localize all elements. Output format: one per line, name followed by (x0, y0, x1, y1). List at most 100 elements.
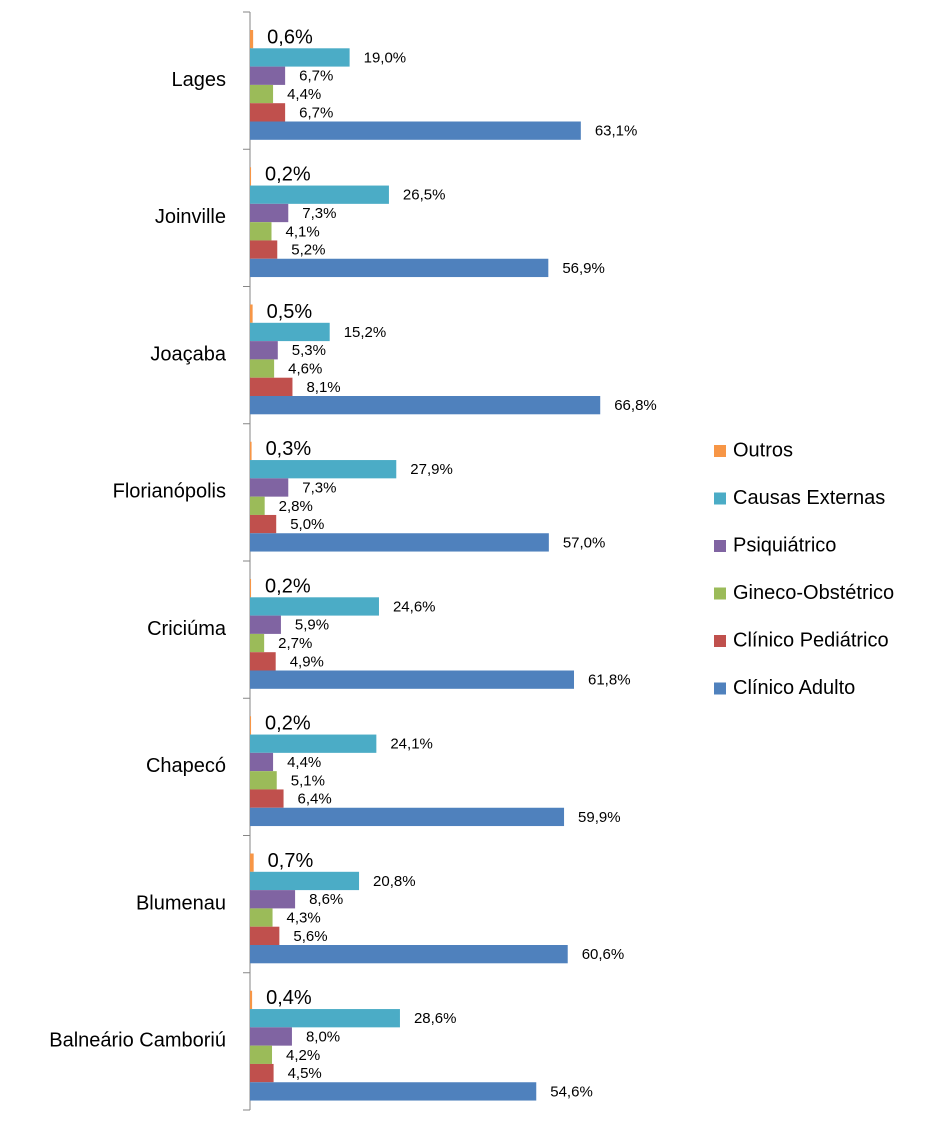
bar (250, 121, 581, 140)
bar (250, 222, 272, 241)
bar (250, 945, 568, 964)
value-label: 0,4% (266, 987, 312, 1009)
value-label: 4,4% (287, 86, 321, 103)
bar (250, 789, 284, 808)
value-label: 0,2% (265, 164, 311, 186)
category-label: Lages (172, 69, 227, 91)
value-label: 8,1% (306, 379, 340, 396)
bar (250, 807, 565, 827)
value-label: 26,5% (403, 187, 446, 204)
bar (250, 377, 293, 396)
bar (250, 734, 377, 753)
category-label: Blumenau (136, 892, 226, 914)
value-label: 0,2% (265, 713, 311, 735)
value-label: 0,2% (265, 575, 311, 597)
category-label: Florianópolis (113, 481, 226, 503)
bar (250, 258, 549, 278)
category-label: Criciúma (147, 618, 227, 640)
value-label: 24,6% (393, 598, 436, 615)
bar (250, 908, 273, 927)
legend-swatch (714, 587, 726, 600)
bar (250, 716, 252, 735)
value-label: 4,2% (286, 1047, 320, 1064)
value-label: 5,6% (293, 928, 327, 945)
legend-label: Outros (733, 439, 793, 461)
bar (250, 670, 575, 689)
bar (250, 633, 265, 653)
value-label: 6,7% (299, 104, 333, 121)
bar (250, 84, 274, 104)
value-label: 59,9% (578, 809, 621, 826)
value-label: 24,1% (390, 736, 433, 753)
value-label: 57,0% (563, 534, 606, 551)
bar (250, 1009, 400, 1028)
bar (250, 1063, 274, 1083)
bar (250, 890, 296, 909)
value-label: 4,1% (285, 223, 319, 240)
bar (250, 853, 254, 872)
value-label: 0,7% (268, 850, 314, 872)
bar (250, 990, 253, 1010)
value-label: 5,1% (291, 772, 325, 789)
value-label: 4,3% (287, 910, 321, 927)
bar (250, 1045, 273, 1064)
legend-label: Clínico Pediátrico (733, 629, 889, 651)
value-label: 7,3% (302, 205, 336, 222)
legend-swatch (714, 682, 726, 695)
value-label: 4,4% (287, 754, 321, 771)
value-label: 63,1% (595, 123, 638, 140)
bar (250, 341, 278, 360)
value-label: 5,0% (290, 516, 324, 533)
bar (250, 514, 277, 534)
value-label: 8,6% (309, 891, 343, 908)
bar (250, 478, 289, 497)
bar (250, 1027, 292, 1046)
bar (250, 579, 252, 598)
value-label: 27,9% (410, 461, 453, 478)
legend-label: Causas Externas (733, 487, 885, 509)
value-label: 66,8% (614, 397, 657, 414)
bar (250, 322, 330, 342)
legend-swatch (714, 445, 726, 457)
value-label: 8,0% (306, 1028, 340, 1045)
bar (250, 1082, 537, 1101)
value-label: 6,7% (299, 68, 333, 85)
bar (250, 304, 253, 323)
bar (250, 30, 254, 49)
bar (250, 396, 601, 415)
value-label: 4,5% (288, 1065, 322, 1082)
category-label: Balneário Camboriú (49, 1030, 226, 1052)
legend-swatch (714, 492, 726, 505)
legend-swatch (714, 540, 726, 552)
legend-swatch (714, 635, 726, 647)
legend-label: Psiquiátrico (733, 534, 836, 556)
value-label: 5,3% (292, 342, 326, 359)
value-label: 28,6% (414, 1010, 457, 1027)
bar (250, 167, 252, 186)
bar (250, 597, 379, 616)
value-label: 2,7% (278, 635, 312, 652)
bar (250, 496, 265, 515)
bar (250, 66, 286, 85)
value-label: 6,4% (298, 791, 332, 808)
value-label: 0,3% (266, 438, 312, 460)
category-label: Joaçaba (150, 343, 226, 365)
bar (250, 615, 281, 634)
value-label: 19,0% (364, 49, 407, 66)
bar (250, 359, 275, 378)
value-label: 15,2% (344, 324, 387, 341)
bar (250, 752, 274, 772)
bar (250, 203, 289, 223)
value-label: 4,6% (288, 361, 322, 378)
value-label: 0,5% (267, 301, 313, 323)
bar (250, 926, 280, 945)
value-label: 60,6% (582, 946, 625, 963)
bar (250, 652, 276, 671)
bar (250, 441, 252, 461)
bar (250, 103, 286, 122)
legend-label: Gineco-Obstétrico (733, 582, 894, 604)
bar (250, 871, 360, 891)
legend-label: Clínico Adulto (733, 677, 855, 699)
value-label: 0,6% (267, 26, 313, 48)
